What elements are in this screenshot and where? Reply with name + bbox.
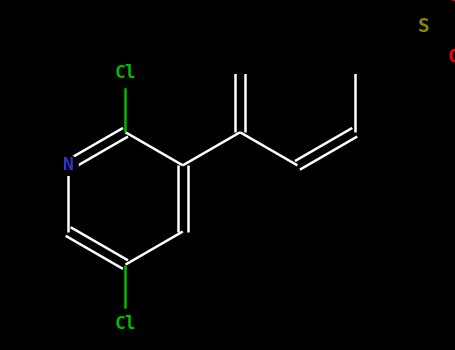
Text: N: N	[63, 156, 74, 174]
Text: Cl: Cl	[115, 64, 136, 82]
Circle shape	[413, 16, 434, 37]
Text: Cl: Cl	[115, 315, 136, 333]
Text: S: S	[418, 17, 430, 36]
Circle shape	[444, 47, 455, 67]
Circle shape	[111, 58, 140, 88]
Text: O: O	[449, 0, 455, 5]
Circle shape	[444, 0, 455, 6]
Text: O: O	[449, 48, 455, 66]
Circle shape	[111, 309, 140, 339]
Circle shape	[58, 155, 78, 175]
